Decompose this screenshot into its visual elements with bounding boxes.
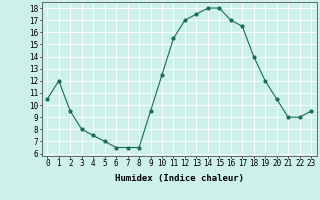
X-axis label: Humidex (Indice chaleur): Humidex (Indice chaleur) xyxy=(115,174,244,183)
